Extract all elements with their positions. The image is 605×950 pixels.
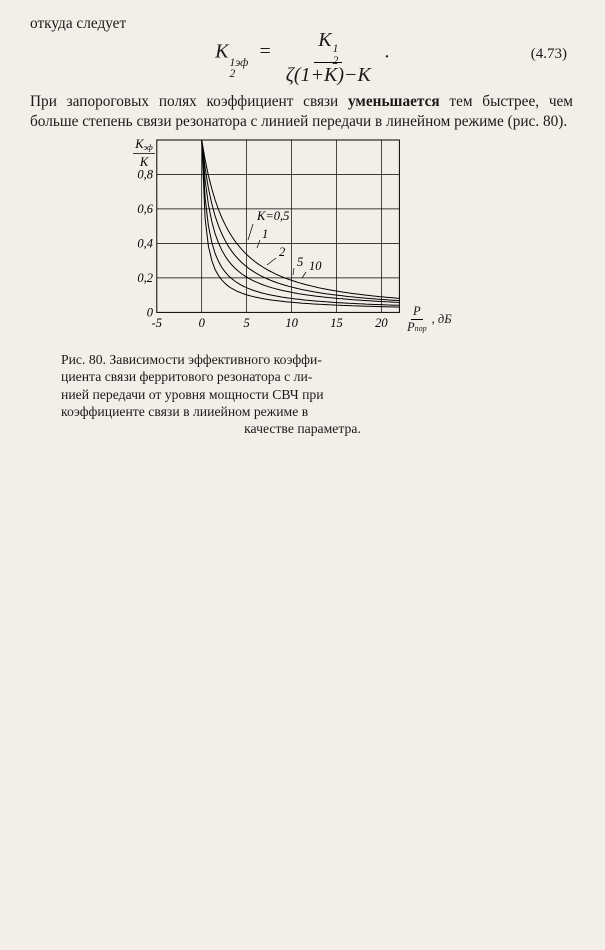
svg-text:15: 15: [330, 316, 343, 330]
svg-text:Кэф: Кэф: [134, 137, 153, 152]
svg-text:0,6: 0,6: [137, 202, 153, 216]
svg-text:5: 5: [297, 255, 303, 269]
svg-text:2: 2: [279, 245, 285, 259]
svg-text:0,2: 0,2: [137, 271, 153, 285]
svg-text:K=0,5: K=0,5: [256, 209, 289, 223]
svg-text:0: 0: [199, 316, 206, 330]
svg-text:1: 1: [262, 227, 268, 241]
svg-text:К: К: [139, 155, 149, 169]
svg-text:0,8: 0,8: [137, 167, 153, 181]
svg-text:0,4: 0,4: [137, 236, 153, 250]
svg-text:10: 10: [285, 316, 298, 330]
svg-text:5: 5: [243, 316, 249, 330]
svg-text:20: 20: [375, 316, 388, 330]
svg-text:10: 10: [309, 259, 322, 273]
svg-text:-5: -5: [152, 316, 162, 330]
